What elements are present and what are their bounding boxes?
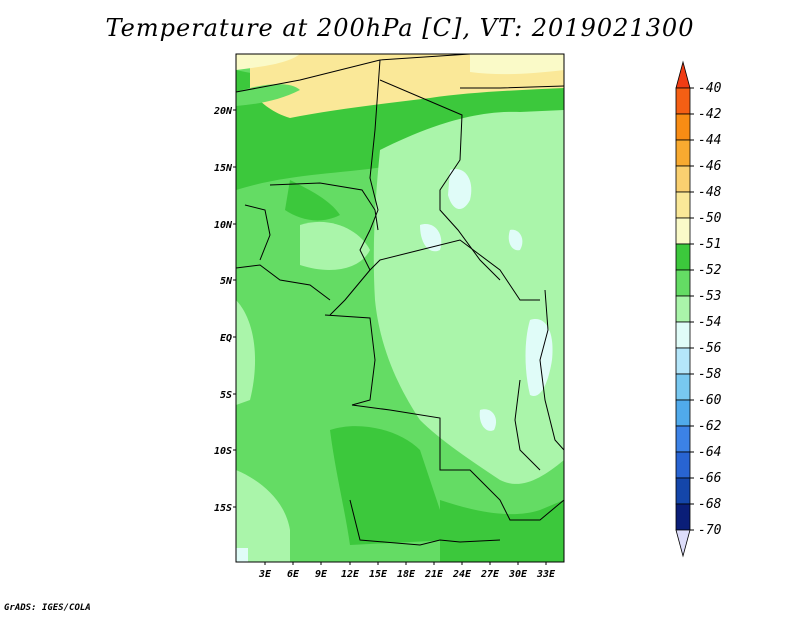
colorbar-label: -48 bbox=[698, 185, 722, 200]
colorbar-label: -60 bbox=[698, 393, 722, 408]
lat-label-10s: 10S bbox=[214, 446, 232, 457]
colorbar-label: -56 bbox=[698, 341, 722, 356]
latitude-axis: 20N 15N 10N 5N EQ 5S 10S 15S bbox=[213, 106, 236, 514]
colorbar-label: -44 bbox=[698, 133, 721, 148]
lat-label-eq: EQ bbox=[220, 333, 232, 344]
map-title: Temperature at 200hPa [C], VT: 201902130… bbox=[105, 14, 695, 42]
colorbar-segment bbox=[675, 399, 691, 427]
colorbar-label: -58 bbox=[698, 367, 722, 382]
colorbar-segment bbox=[675, 477, 691, 505]
colorbar-label: -70 bbox=[698, 523, 722, 538]
longitude-axis: 3E 6E 9E 12E 15E 18E 21E 24E 27E 30E 33E bbox=[258, 562, 556, 580]
colorbar-segment bbox=[675, 165, 691, 193]
colorbar-segment bbox=[675, 139, 691, 167]
lon-label-18e: 18E bbox=[397, 569, 416, 580]
colorbar-segment bbox=[675, 373, 691, 401]
lat-label-5s: 5S bbox=[220, 390, 232, 401]
lon-label-3e: 3E bbox=[258, 569, 272, 580]
country-borders bbox=[236, 54, 564, 546]
colorbar-label: -50 bbox=[698, 211, 722, 226]
colorbar-label: -46 bbox=[698, 159, 722, 174]
colorbar-arrow-bottom bbox=[675, 529, 691, 558]
colorbar-segment bbox=[675, 347, 691, 375]
lat-label-15s: 15S bbox=[214, 503, 232, 514]
lon-label-33e: 33E bbox=[536, 569, 556, 580]
colorbar-segment bbox=[675, 451, 691, 479]
colorbar-segment bbox=[675, 321, 691, 349]
colorbar-label: -51 bbox=[698, 237, 721, 252]
colorbar: -40 -42 -44 -46 -48 -50 -51 -52 -53 -54 -56 -58 -60 -… bbox=[675, 60, 722, 558]
grads-credit: GrADS: IGES/COLA bbox=[4, 603, 91, 613]
colorbar-segment bbox=[675, 243, 691, 271]
lon-label-27e: 27E bbox=[480, 569, 500, 580]
lat-label-10n: 10N bbox=[214, 220, 233, 231]
lon-label-15e: 15E bbox=[369, 569, 388, 580]
lon-label-6e: 6E bbox=[287, 569, 300, 580]
colorbar-segment bbox=[675, 425, 691, 453]
colorbar-segment bbox=[675, 113, 691, 141]
lat-label-15n: 15N bbox=[214, 163, 233, 174]
lon-label-30e: 30E bbox=[508, 569, 528, 580]
colorbar-arrow-top bbox=[675, 60, 691, 89]
colorbar-label: -66 bbox=[698, 471, 722, 486]
colorbar-segment bbox=[675, 295, 691, 323]
colorbar-label: -68 bbox=[698, 497, 722, 512]
colorbar-label: -42 bbox=[698, 107, 722, 122]
colorbar-label: -54 bbox=[698, 315, 721, 330]
colorbar-label: -40 bbox=[698, 81, 722, 96]
lat-label-20n: 20N bbox=[213, 106, 233, 117]
colorbar-label: -53 bbox=[698, 289, 721, 304]
temperature-field bbox=[236, 54, 564, 562]
colorbar-label: -52 bbox=[698, 263, 722, 278]
colorbar-label: -62 bbox=[698, 419, 722, 434]
colorbar-label: -64 bbox=[698, 445, 721, 460]
lon-label-21e: 21E bbox=[424, 569, 444, 580]
colorbar-segment bbox=[675, 503, 691, 531]
lon-label-12e: 12E bbox=[341, 569, 360, 580]
lat-label-5n: 5N bbox=[220, 276, 233, 287]
colorbar-segment bbox=[675, 217, 691, 245]
colorbar-segment bbox=[675, 191, 691, 219]
lon-label-9e: 9E bbox=[315, 569, 328, 580]
lon-label-24e: 24E bbox=[452, 569, 472, 580]
colorbar-segment bbox=[675, 269, 691, 297]
map-frame bbox=[235, 53, 565, 563]
colorbar-segment bbox=[675, 87, 691, 115]
